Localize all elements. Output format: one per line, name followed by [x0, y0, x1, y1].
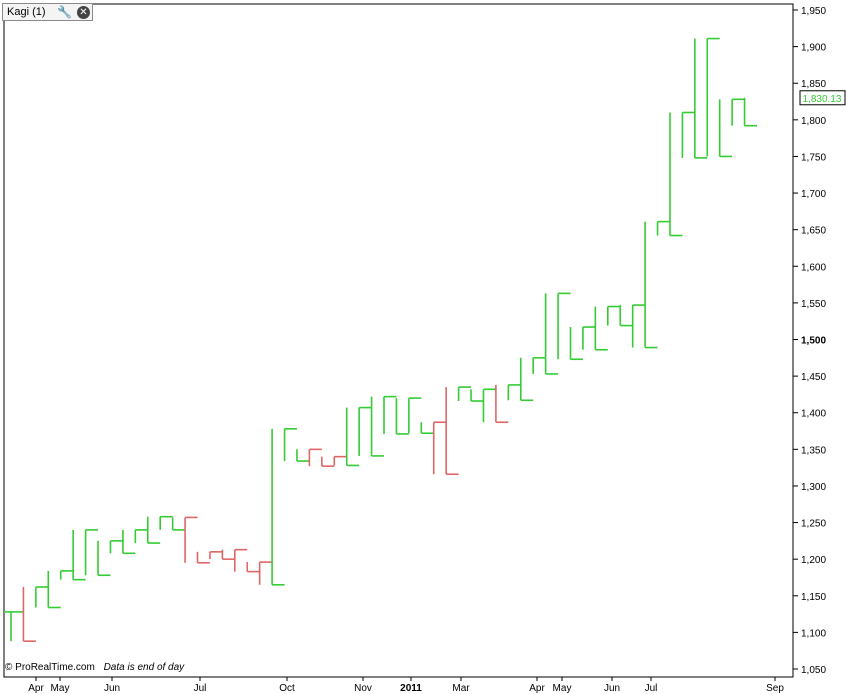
y-tick-label: 1,350	[801, 445, 826, 456]
y-tick-label: 1,050	[801, 665, 826, 676]
y-tick-label: 1,250	[801, 519, 826, 530]
data-note: Data is end of day	[103, 662, 185, 673]
x-tick-label: Apr	[529, 683, 545, 694]
x-tick-label: May	[553, 683, 572, 694]
x-tick-label: May	[51, 683, 70, 694]
panel-title: Kagi (1)	[7, 6, 46, 18]
y-tick-label: 1,500	[801, 336, 826, 347]
y-tick-label: 1,150	[801, 592, 826, 603]
last-price-marker: 1,830.13	[799, 90, 846, 106]
y-tick-label: 1,300	[801, 482, 826, 493]
y-tick-label: 1,650	[801, 226, 826, 237]
x-tick-label: Mar	[452, 683, 470, 694]
x-tick-label: Jun	[604, 683, 620, 694]
y-tick-label: 1,950	[801, 6, 826, 17]
last-price-label: 1,830.13	[803, 94, 842, 105]
y-axis: 1,950 1,900 1,850 1,800 1,750 1,700 1,650 1,600…	[793, 6, 826, 676]
kagi-line	[4, 37, 757, 642]
footer: © ProRealTime.com Data is end of day	[5, 662, 184, 673]
y-tick-label: 1,750	[801, 152, 826, 163]
y-tick-label: 1,850	[801, 79, 826, 90]
x-tick-label: Apr	[28, 683, 44, 694]
x-tick-label: Jul	[645, 683, 658, 694]
y-tick-label: 1,900	[801, 43, 826, 54]
x-tick-label: Jul	[194, 683, 207, 694]
panel-tab[interactable]: Kagi (1) 🔧 ✕	[2, 3, 93, 21]
last-price-box	[799, 90, 846, 106]
y-tick-label: 1,100	[801, 628, 826, 639]
x-tick-label: Oct	[279, 683, 295, 694]
x-axis: Apr May Jun Jul Oct Nov 2011 Mar Apr May Jun Jul Sep	[28, 677, 784, 694]
y-tick-label: 1,600	[801, 262, 826, 273]
wrench-icon[interactable]: 🔧	[57, 5, 72, 19]
close-icon[interactable]: ✕	[77, 6, 90, 19]
y-tick-label: 1,800	[801, 116, 826, 127]
x-tick-label: Sep	[766, 683, 784, 694]
x-tick-label: Nov	[354, 683, 372, 694]
x-tick-label: Jun	[104, 683, 120, 694]
y-tick-label: 1,200	[801, 555, 826, 566]
y-tick-label: 1,550	[801, 299, 826, 310]
y-tick-label: 1,400	[801, 409, 826, 420]
plot-frame	[3, 3, 794, 678]
y-tick-label: 1,700	[801, 189, 826, 200]
copyright-text: © ProRealTime.com	[5, 662, 95, 673]
y-tick-label: 1,450	[801, 372, 826, 383]
x-tick-label: 2011	[400, 683, 422, 694]
